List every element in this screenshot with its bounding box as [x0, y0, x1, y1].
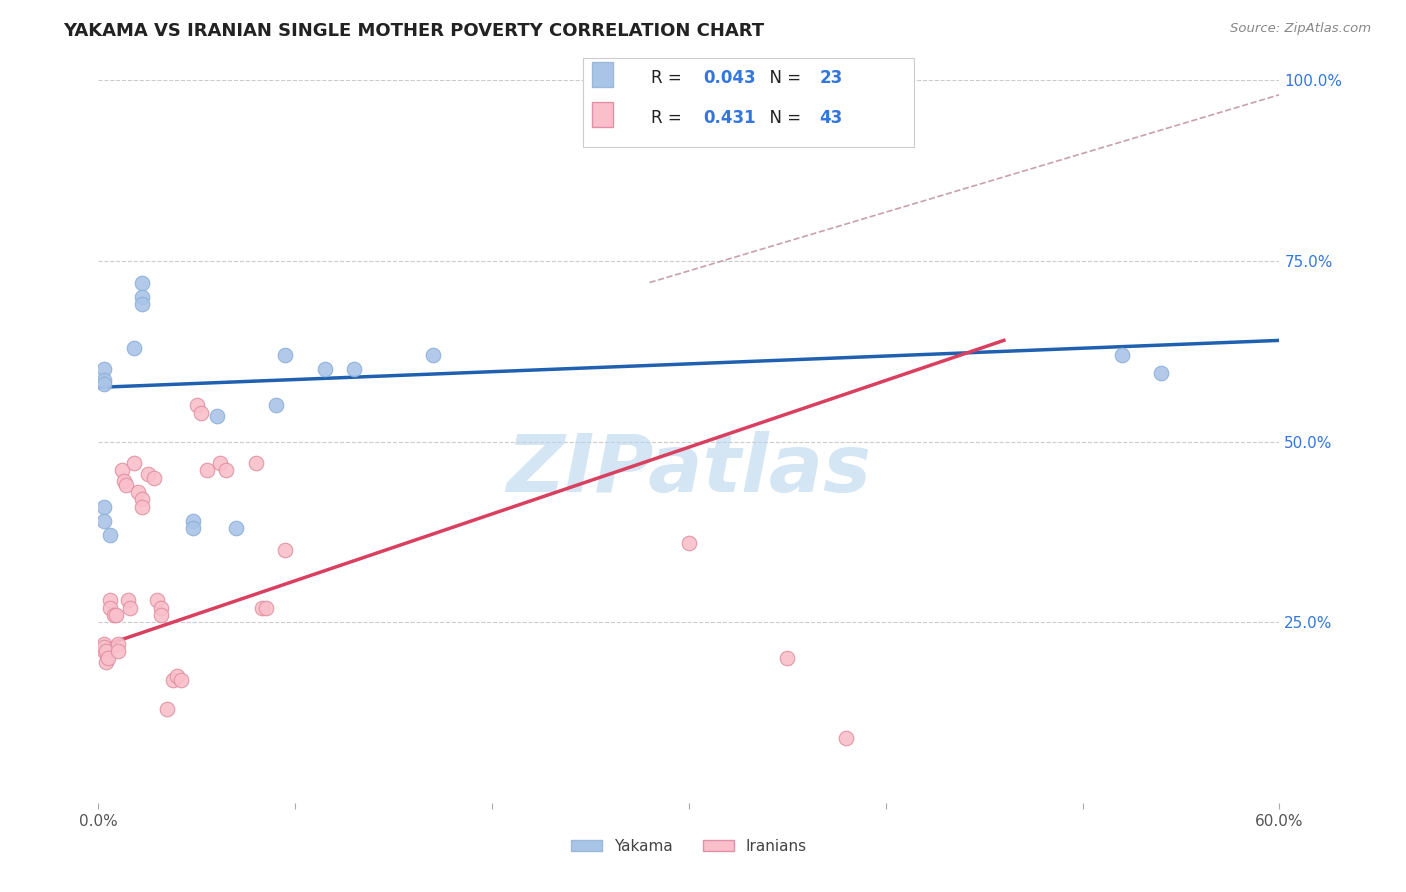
Point: [1150, 366, 1173, 380]
Text: Source: ZipAtlas.com: Source: ZipAtlas.com: [1230, 22, 1371, 36]
Point: [131, 276, 153, 290]
Text: 0.043: 0.043: [703, 69, 755, 87]
Point: [205, 409, 228, 424]
Point: [274, 348, 297, 362]
Point: [107, 644, 129, 658]
Text: YAKAMA VS IRANIAN SINGLE MOTHER POVERTY CORRELATION CHART: YAKAMA VS IRANIAN SINGLE MOTHER POVERTY …: [63, 22, 765, 40]
Text: 43: 43: [820, 109, 844, 127]
Point: [107, 637, 129, 651]
Text: N =: N =: [759, 69, 807, 87]
Point: [156, 702, 179, 716]
Point: [96, 655, 118, 669]
Point: [93, 500, 115, 514]
Point: [93, 644, 115, 658]
Point: [146, 593, 169, 607]
Point: [150, 607, 173, 622]
Point: [122, 456, 145, 470]
Point: [93, 640, 115, 655]
Point: [186, 398, 208, 412]
Text: N =: N =: [759, 109, 807, 127]
Legend: Yakama, Iranians: Yakama, Iranians: [565, 833, 813, 860]
Text: ZIPatlas: ZIPatlas: [506, 432, 872, 509]
Point: [117, 593, 139, 607]
Point: [93, 514, 115, 528]
Point: [93, 376, 115, 391]
Point: [98, 528, 121, 542]
Point: [131, 500, 153, 514]
Point: [93, 373, 115, 387]
Point: [1111, 348, 1133, 362]
Point: [122, 341, 145, 355]
Point: [245, 456, 267, 470]
Point: [209, 456, 232, 470]
Point: [105, 607, 128, 622]
Point: [170, 673, 193, 687]
Point: [264, 398, 287, 412]
Point: [93, 362, 115, 376]
Text: R =: R =: [651, 69, 688, 87]
Point: [422, 348, 444, 362]
Point: [131, 290, 153, 304]
Point: [131, 492, 153, 507]
Point: [166, 669, 188, 683]
Point: [343, 362, 366, 376]
Point: [136, 467, 159, 481]
Point: [250, 600, 273, 615]
Text: 0.431: 0.431: [703, 109, 755, 127]
Text: 23: 23: [820, 69, 844, 87]
Point: [181, 521, 204, 535]
Point: [98, 593, 121, 607]
Point: [254, 600, 277, 615]
Point: [190, 406, 212, 420]
Point: [678, 535, 700, 549]
Point: [96, 644, 118, 658]
Point: [274, 542, 297, 557]
Point: [111, 463, 134, 477]
Point: [118, 600, 141, 615]
Point: [195, 463, 218, 477]
Point: [215, 463, 238, 477]
Text: R =: R =: [651, 109, 688, 127]
Point: [98, 600, 121, 615]
Point: [835, 731, 858, 745]
Point: [93, 637, 115, 651]
Point: [131, 297, 153, 311]
Point: [97, 651, 120, 665]
Point: [115, 478, 138, 492]
Point: [103, 607, 125, 622]
Point: [112, 475, 135, 489]
Point: [181, 514, 204, 528]
Point: [162, 673, 184, 687]
Point: [314, 362, 336, 376]
Point: [142, 470, 165, 484]
Point: [127, 485, 149, 500]
Point: [225, 521, 247, 535]
Point: [776, 651, 799, 665]
Point: [150, 600, 173, 615]
